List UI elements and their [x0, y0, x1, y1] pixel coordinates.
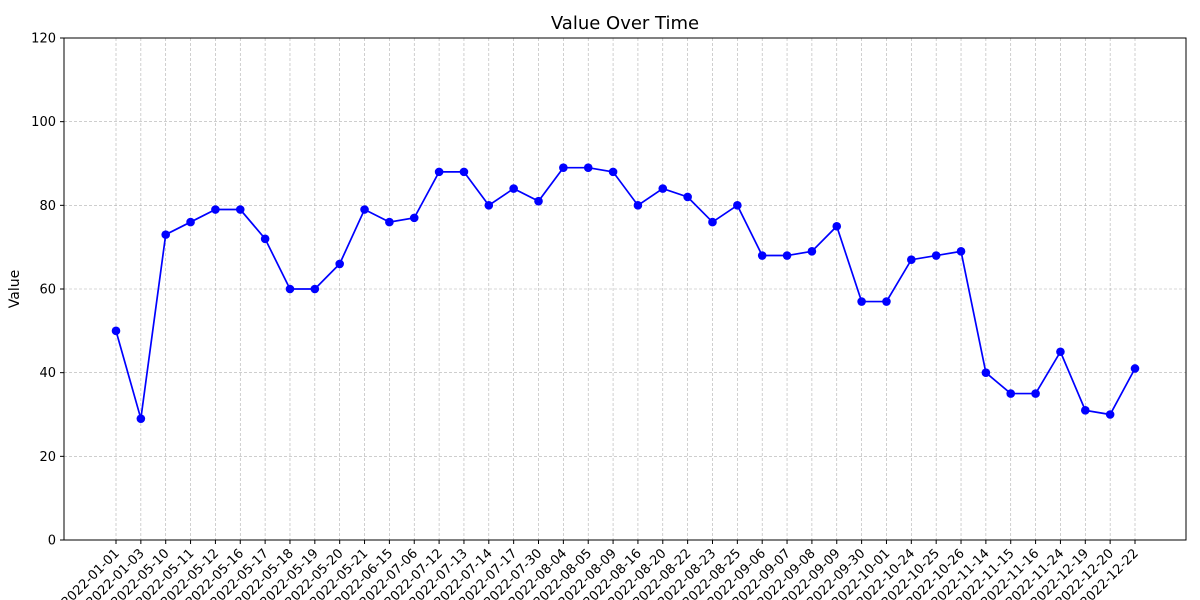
data-point	[285, 284, 295, 294]
data-point	[260, 234, 270, 244]
data-point	[981, 368, 991, 377]
data-point	[583, 163, 593, 172]
data-point	[633, 201, 643, 210]
data-point	[484, 201, 494, 210]
data-point	[956, 247, 966, 256]
data-point	[708, 217, 717, 227]
y-tick-label: 100	[31, 115, 56, 130]
data-point	[807, 247, 817, 256]
data-point	[1031, 389, 1040, 398]
data-point	[509, 184, 518, 193]
data-point	[832, 221, 842, 231]
data-point	[211, 205, 220, 214]
data-point	[136, 414, 146, 423]
y-tick-label: 80	[39, 199, 56, 214]
data-point	[409, 213, 419, 223]
data-point	[559, 163, 568, 172]
y-tick-label: 60	[39, 283, 56, 298]
data-point	[111, 326, 121, 336]
data-point	[608, 167, 618, 177]
data-point	[385, 217, 394, 227]
y-tick-label: 120	[31, 32, 56, 47]
y-tick-label: 20	[39, 450, 56, 465]
data-point	[186, 217, 195, 227]
data-point	[434, 167, 444, 177]
grid	[64, 37, 1186, 541]
series-layer	[111, 163, 1140, 423]
data-point	[931, 251, 941, 260]
data-point	[658, 184, 668, 193]
data-point	[882, 297, 891, 306]
y-axis-label: Value	[7, 270, 23, 308]
y-axis: 0 20 40 60 80 100 120	[31, 32, 64, 549]
data-point	[459, 167, 469, 177]
data-point	[1105, 410, 1115, 419]
data-point	[310, 284, 320, 294]
data-point	[733, 201, 742, 210]
data-point	[235, 205, 245, 214]
x-axis: 2022-01-012022-01-032022-05-102022-05-11…	[59, 540, 1142, 600]
data-point	[1080, 406, 1090, 415]
data-point	[782, 251, 792, 260]
data-point	[683, 192, 692, 202]
data-point	[360, 205, 369, 214]
y-tick-label: 40	[39, 366, 56, 381]
data-point	[857, 297, 866, 306]
series-line	[115, 166, 1136, 419]
data-point	[1056, 347, 1065, 357]
chart-title: Value Over Time	[551, 13, 699, 34]
y-tick-label: 0	[48, 534, 56, 549]
data-point	[534, 196, 543, 206]
data-point	[757, 251, 767, 260]
data-point	[1006, 389, 1016, 398]
data-point	[1130, 364, 1140, 373]
data-point	[907, 255, 916, 265]
data-point	[161, 230, 171, 239]
data-point	[335, 259, 344, 269]
